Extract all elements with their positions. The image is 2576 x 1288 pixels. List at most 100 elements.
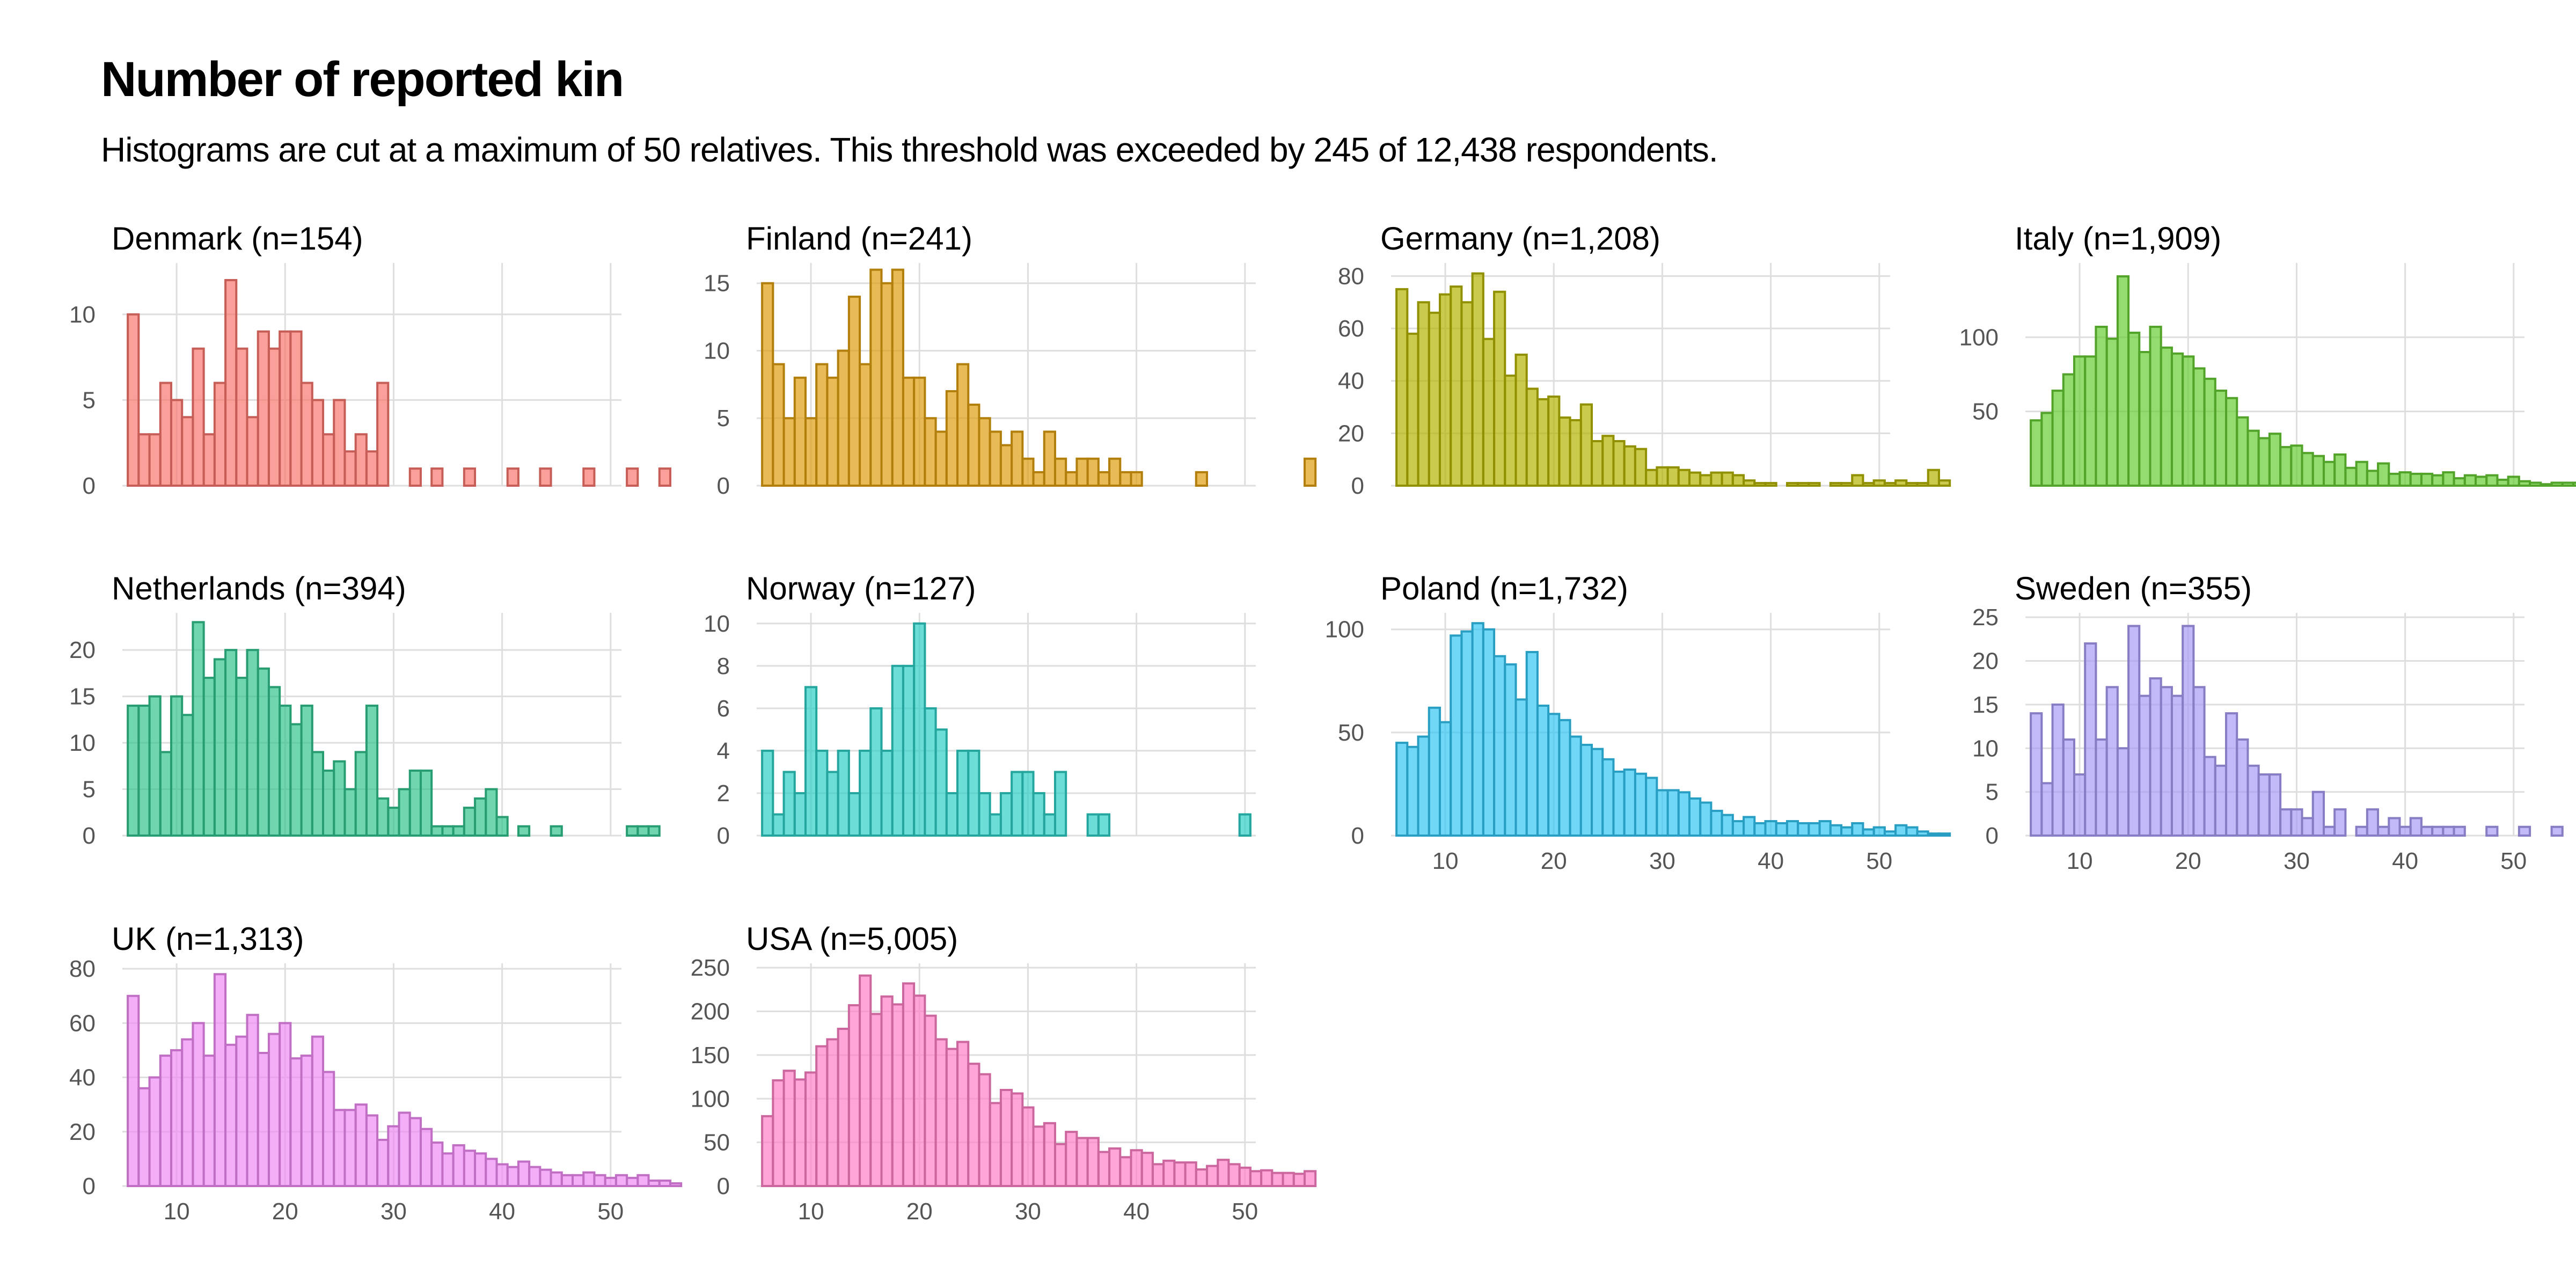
- histogram-bar: [1797, 482, 1810, 487]
- histogram-bar: [2062, 738, 2075, 837]
- y-tick-label: 2: [717, 780, 730, 807]
- histogram-bar: [2355, 825, 2368, 837]
- histogram-bar: [148, 695, 162, 837]
- histogram-bar: [322, 433, 335, 487]
- histogram-bar: [1493, 655, 1506, 837]
- histogram-bar: [1601, 758, 1615, 837]
- histogram-bar: [2149, 677, 2162, 837]
- histogram-bar: [2040, 412, 2054, 487]
- histogram-bar: [1677, 791, 1690, 837]
- histogram-bar: [1130, 1149, 1143, 1187]
- histogram-bar: [1797, 822, 1810, 837]
- histogram-bar: [2030, 419, 2043, 487]
- histogram-bar: [224, 1043, 238, 1187]
- histogram-bar: [322, 769, 335, 837]
- histogram-bar: [978, 417, 991, 487]
- histogram-bar: [1471, 622, 1484, 837]
- histogram-bar: [1525, 387, 1539, 487]
- histogram-bar: [1108, 457, 1122, 487]
- histogram-bar: [495, 816, 509, 837]
- histogram-bar: [2073, 355, 2087, 487]
- histogram-bar: [1721, 471, 1734, 487]
- histogram-bar: [419, 1128, 433, 1187]
- histogram-bar: [934, 1038, 948, 1188]
- histogram-bar: [1731, 474, 1745, 487]
- histogram-bar: [2333, 808, 2347, 837]
- histogram-bar: [322, 1071, 335, 1187]
- histogram-bar: [1108, 1147, 1122, 1187]
- histogram-bar: [1162, 1159, 1176, 1188]
- histogram-bar: [913, 622, 926, 837]
- histogram-bar: [2377, 825, 2390, 837]
- histogram-bar: [365, 704, 379, 837]
- histogram-bar: [2127, 332, 2141, 487]
- histogram-bar: [1937, 832, 1951, 837]
- histogram-bar: [1677, 469, 1690, 487]
- histogram-bar: [2214, 389, 2228, 487]
- histogram-bar: [2398, 825, 2412, 837]
- histogram-bar: [1292, 1173, 1306, 1187]
- x-tick-label: 40: [1758, 848, 1784, 874]
- histogram-bar: [311, 1035, 325, 1188]
- histogram-bar: [2398, 471, 2412, 487]
- histogram-bar: [1710, 471, 1723, 487]
- histogram-bar: [343, 788, 357, 837]
- y-tick-label: 40: [1338, 368, 1364, 394]
- histogram-bar: [430, 467, 444, 487]
- histogram-bar: [1011, 771, 1024, 837]
- histogram-bar: [1569, 735, 1582, 837]
- histogram-bar: [924, 417, 937, 487]
- histogram-bar: [999, 792, 1013, 837]
- histogram-bar: [934, 728, 948, 837]
- histogram-bar: [1807, 482, 1821, 487]
- y-tick-label: 20: [1338, 420, 1364, 447]
- y-tick-label: 50: [1338, 720, 1364, 746]
- x-tick-label: 20: [1541, 848, 1567, 874]
- histogram-bar: [1775, 822, 1788, 837]
- histogram-bar: [376, 382, 390, 487]
- histogram-bar: [235, 347, 248, 487]
- histogram-bar: [387, 807, 400, 837]
- histogram-bar: [2311, 455, 2325, 487]
- histogram-bar: [1097, 1151, 1111, 1187]
- histogram-bar: [869, 1013, 883, 1188]
- histogram-bar: [1450, 285, 1463, 487]
- histogram-bar: [989, 1102, 1002, 1187]
- histogram-bar: [2105, 338, 2119, 487]
- histogram-bar: [2138, 351, 2151, 487]
- histogram-bar: [924, 707, 937, 837]
- histogram-bar: [485, 788, 498, 837]
- histogram-bar: [1579, 403, 1593, 487]
- histogram-bar: [1065, 1131, 1078, 1188]
- histogram-bar: [1743, 816, 1756, 837]
- panel-10: USA (n=5,005) 0 50 100 150 200 250 10 20 30 40 50: [691, 921, 1317, 1225]
- y-tick-label: 0: [83, 823, 96, 849]
- histogram-bar: [343, 450, 357, 487]
- histogram-bar: [880, 995, 894, 1187]
- histogram-bar: [2301, 452, 2314, 487]
- histogram-bar: [333, 1109, 346, 1188]
- y-tick-label: 0: [1351, 473, 1364, 499]
- y-tick-label: 15: [69, 684, 96, 710]
- y-tick-label: 10: [69, 730, 96, 756]
- histogram-bar: [2388, 817, 2401, 837]
- histogram-bar: [550, 1171, 563, 1187]
- histogram-bar: [333, 760, 346, 837]
- histogram-bar: [1482, 628, 1496, 837]
- histogram-bar: [1688, 797, 1702, 837]
- histogram-bar: [859, 363, 872, 487]
- y-tick-label: 6: [717, 696, 730, 722]
- y-tick-label: 15: [1972, 692, 1999, 718]
- histogram-bar: [257, 330, 270, 487]
- y-tick-label: 10: [704, 338, 730, 364]
- histogram-bar: [333, 399, 346, 487]
- histogram-bar: [267, 347, 281, 487]
- panel-title: UK (n=1,313): [112, 921, 304, 957]
- histogram-bar: [517, 1160, 531, 1187]
- histogram-bar: [1851, 822, 1864, 837]
- histogram-bar: [365, 450, 379, 487]
- histogram-bar: [891, 1003, 904, 1188]
- histogram-bar: [913, 994, 926, 1187]
- x-tick-label: 50: [1866, 848, 1892, 874]
